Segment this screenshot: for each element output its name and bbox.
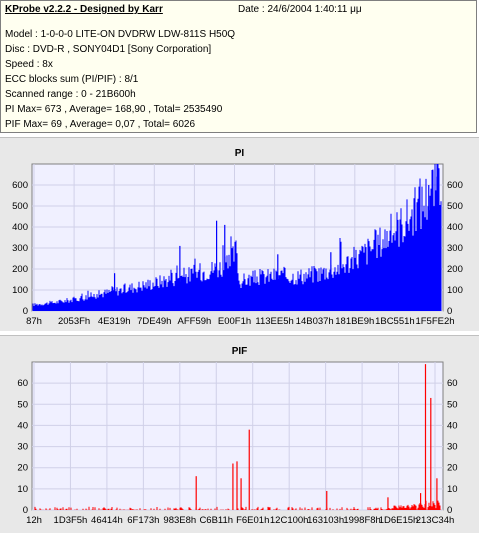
x-tick-label: 7DE49h [137, 316, 171, 327]
y-tick-label-right: 10 [447, 484, 458, 495]
y-tick-label-right: 30 [447, 442, 458, 453]
x-tick-label: 12C100h [270, 515, 309, 526]
y-tick-label-right: 300 [447, 243, 463, 254]
y-tick-label-left: 400 [12, 222, 28, 233]
x-tick-label: 213C34h [416, 515, 455, 526]
range-line: Scanned range : 0 - 21B600h [5, 89, 136, 100]
pi-chart-title: PI [234, 148, 245, 159]
data-bars [34, 500, 442, 510]
y-tick-label-right: 60 [447, 378, 458, 389]
y-tick-label-left: 100 [12, 285, 28, 296]
x-tick-label: F6E01h [236, 515, 269, 526]
y-tick-label-right: 600 [447, 180, 463, 191]
scan-date: Date : 24/6/2004 1:40:11 μμ [238, 4, 362, 15]
y-tick-label-left: 20 [17, 463, 28, 474]
scan-info-panel: KProbe v2.2.2 - Designed by Karr Date : … [0, 0, 477, 133]
y-tick-label-right: 100 [447, 285, 463, 296]
y-tick-label-left: 50 [17, 399, 28, 410]
y-tick-label-right: 20 [447, 463, 458, 474]
y-tick-label-left: 60 [17, 378, 28, 389]
disc-line: Disc : DVD-R , SONY04D1 [Sony Corporatio… [5, 44, 212, 55]
x-tick-label: E00F1h [218, 316, 251, 327]
x-tick-label: 1D3F5h [54, 515, 88, 526]
speed-line: Speed : 8x [5, 59, 53, 70]
pi-chart-panel: PI 0 0 100 100 200 200 300 300 400 400 500 500 600 60… [0, 137, 479, 331]
x-tick-label: AFF59h [178, 316, 212, 327]
y-tick-label-left: 10 [17, 484, 28, 495]
x-tick-label: 12h [26, 515, 42, 526]
x-tick-label: 1D6E15h [379, 515, 419, 526]
pi-summary-line: PI Max= 673 , Average= 168,90 , Total= 2… [5, 104, 223, 115]
pif-chart-panel: PIF 0 0 10 10 20 20 30 30 40 40 50 50 60 60 12h 1D3F5h 4… [0, 335, 479, 533]
y-tick-label-right: 500 [447, 201, 463, 212]
x-tick-label: 181BE9h [335, 316, 374, 327]
x-tick-label: 983E8h [163, 515, 196, 526]
x-tick-label: 6F173h [127, 515, 159, 526]
y-tick-label-left: 0 [23, 505, 28, 516]
x-tick-label: C6B11h [199, 515, 233, 526]
y-tick-label-right: 50 [447, 399, 458, 410]
y-tick-label-left: 600 [12, 180, 28, 191]
x-tick-label: 4E319h [98, 316, 131, 327]
app-title: KProbe v2.2.2 - Designed by Karr [5, 4, 163, 15]
x-tick-label: 87h [26, 316, 42, 327]
pif-chart: 0 0 10 10 20 20 30 30 40 40 50 50 60 60 12h 1D3F5h 46414… [17, 361, 458, 526]
y-tick-label-left: 0 [23, 306, 28, 317]
y-tick-label-left: 300 [12, 243, 28, 254]
y-tick-label-right: 0 [447, 306, 452, 317]
x-tick-label: 1F5FE2h [415, 316, 454, 327]
x-tick-label: 46414h [91, 515, 123, 526]
x-tick-label: 1998F8h [343, 515, 381, 526]
y-tick-label-right: 400 [447, 222, 463, 233]
x-tick-label: 14B037h [296, 316, 334, 327]
y-tick-label-right: 40 [447, 420, 458, 431]
model-line: Model : 1-0-0-0 LITE-ON DVDRW LDW-811S H… [5, 29, 236, 40]
y-tick-label-left: 200 [12, 264, 28, 275]
x-tick-label: 163103h [307, 515, 344, 526]
y-tick-label-left: 40 [17, 420, 28, 431]
pif-chart-title: PIF [231, 346, 248, 357]
y-tick-label-left: 500 [12, 201, 28, 212]
x-tick-label: 113EE5h [255, 316, 293, 327]
y-tick-label-left: 30 [17, 442, 28, 453]
x-tick-label: 2053Fh [58, 316, 90, 327]
pif-summary-line: PIF Max= 69 , Average= 0,07 , Total= 602… [5, 119, 196, 130]
pi-chart: 0 0 100 100 200 200 300 300 400 400 500 500 600 600 87… [12, 163, 463, 327]
x-tick-label: 1BC551h [375, 316, 415, 327]
y-tick-label-right: 0 [447, 505, 452, 516]
data-bars [32, 164, 442, 311]
ecc-line: ECC blocks sum (PI/PIF) : 8/1 [5, 74, 139, 85]
y-tick-label-right: 200 [447, 264, 463, 275]
